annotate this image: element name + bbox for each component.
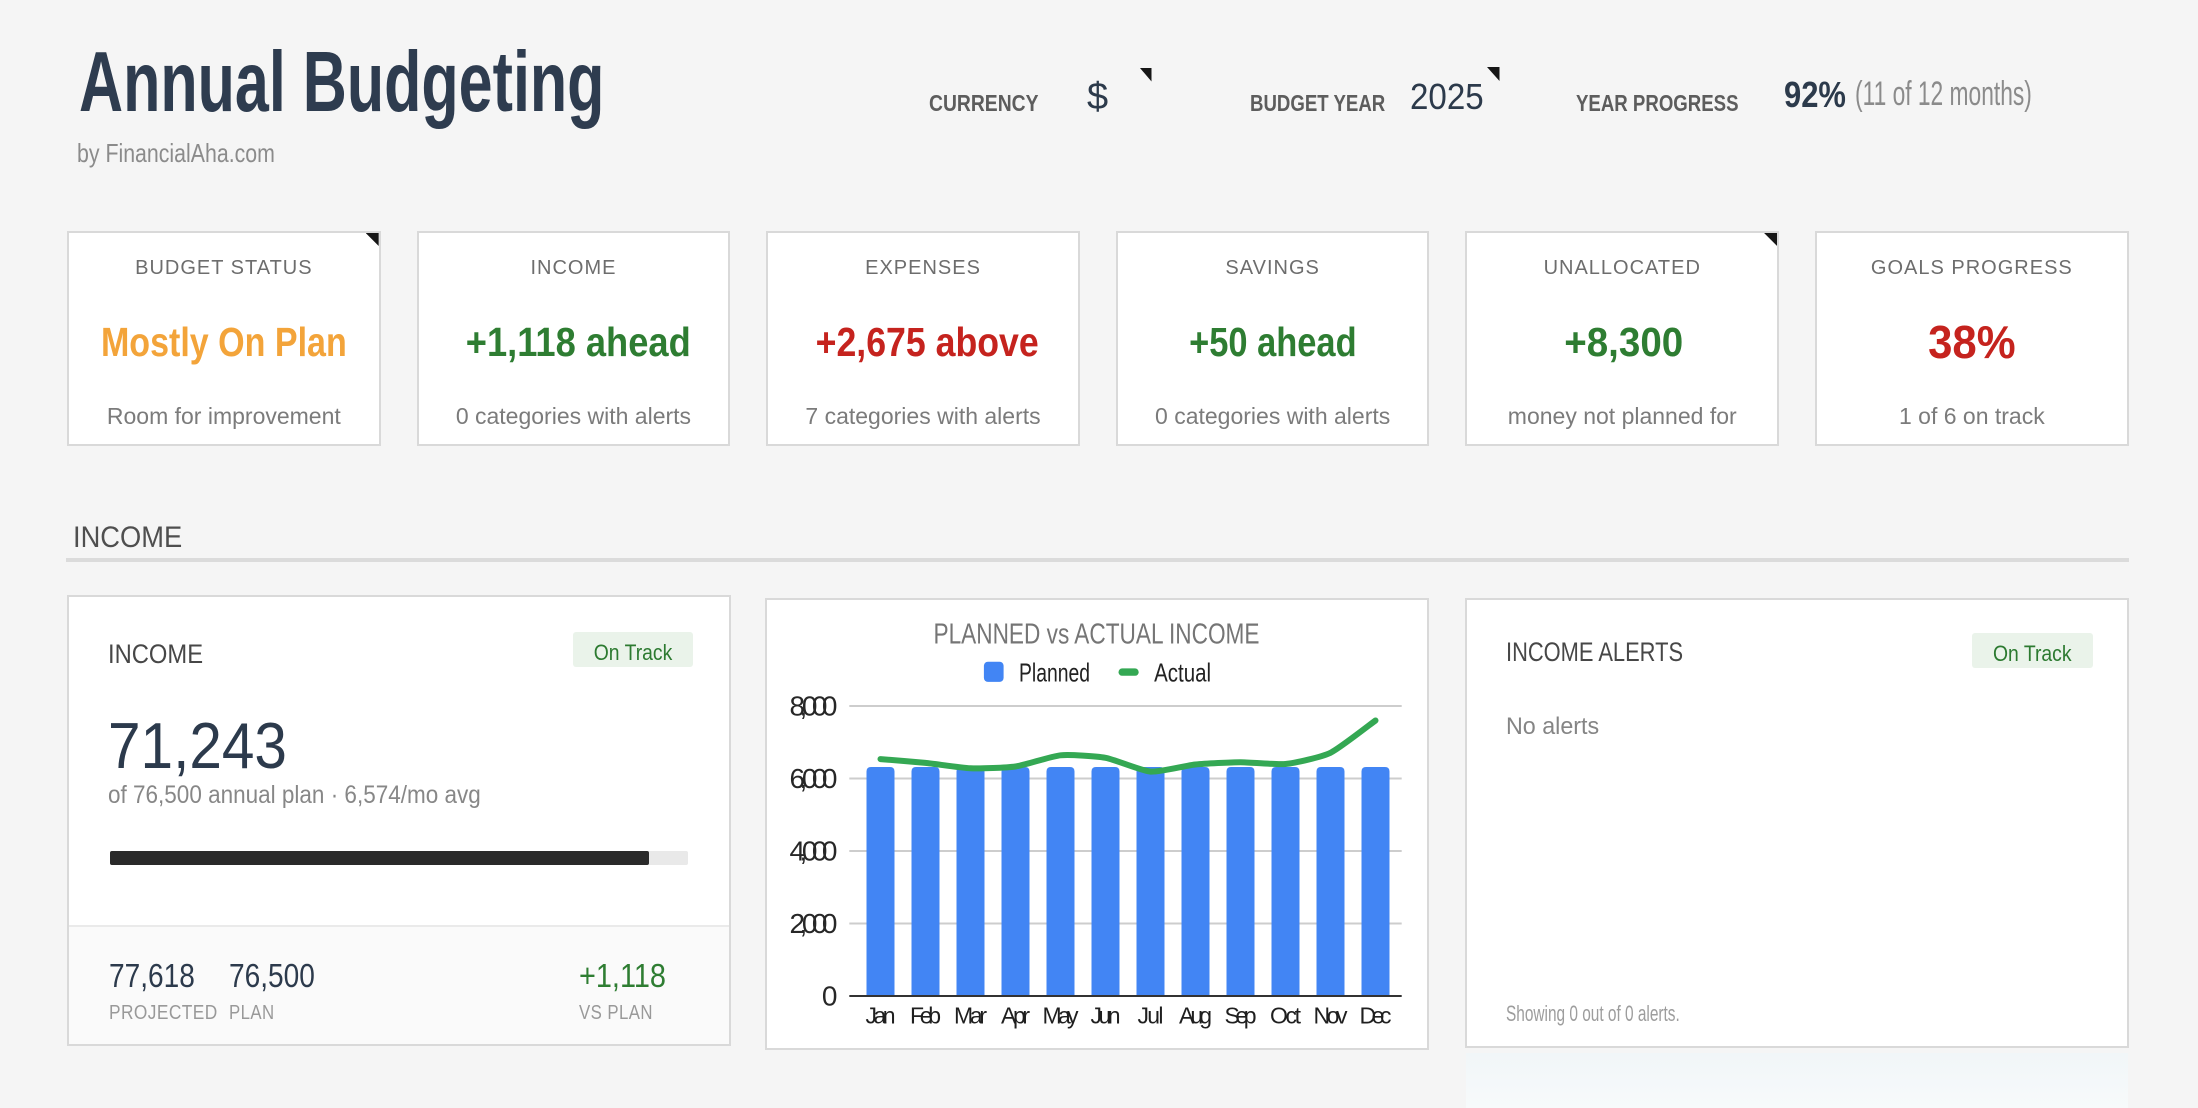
svg-text:Jun: Jun: [1091, 1003, 1121, 1029]
svg-text:Jan: Jan: [866, 1003, 896, 1029]
svg-text:Oct: Oct: [1270, 1003, 1302, 1029]
svg-text:Apr: Apr: [1001, 1003, 1030, 1029]
svg-text:Planned: Planned: [1019, 657, 1090, 687]
svg-text:6,000: 6,000: [790, 763, 838, 794]
svg-text:4,000: 4,000: [790, 836, 838, 867]
svg-text:Jul: Jul: [1138, 1003, 1164, 1029]
svg-text:2,000: 2,000: [790, 908, 838, 939]
svg-text:Sep: Sep: [1225, 1003, 1257, 1029]
svg-text:Dec: Dec: [1360, 1003, 1392, 1029]
svg-text:May: May: [1043, 1003, 1080, 1029]
svg-text:Actual: Actual: [1154, 657, 1211, 687]
svg-text:Nov: Nov: [1314, 1003, 1349, 1029]
svg-text:Feb: Feb: [910, 1003, 941, 1029]
svg-text:Aug: Aug: [1179, 1003, 1212, 1029]
svg-text:Mar: Mar: [954, 1003, 987, 1029]
svg-text:8,000: 8,000: [790, 691, 838, 722]
svg-text:PLANNED vs ACTUAL INCOME: PLANNED vs ACTUAL INCOME: [934, 618, 1260, 650]
svg-text:0: 0: [822, 981, 838, 1012]
